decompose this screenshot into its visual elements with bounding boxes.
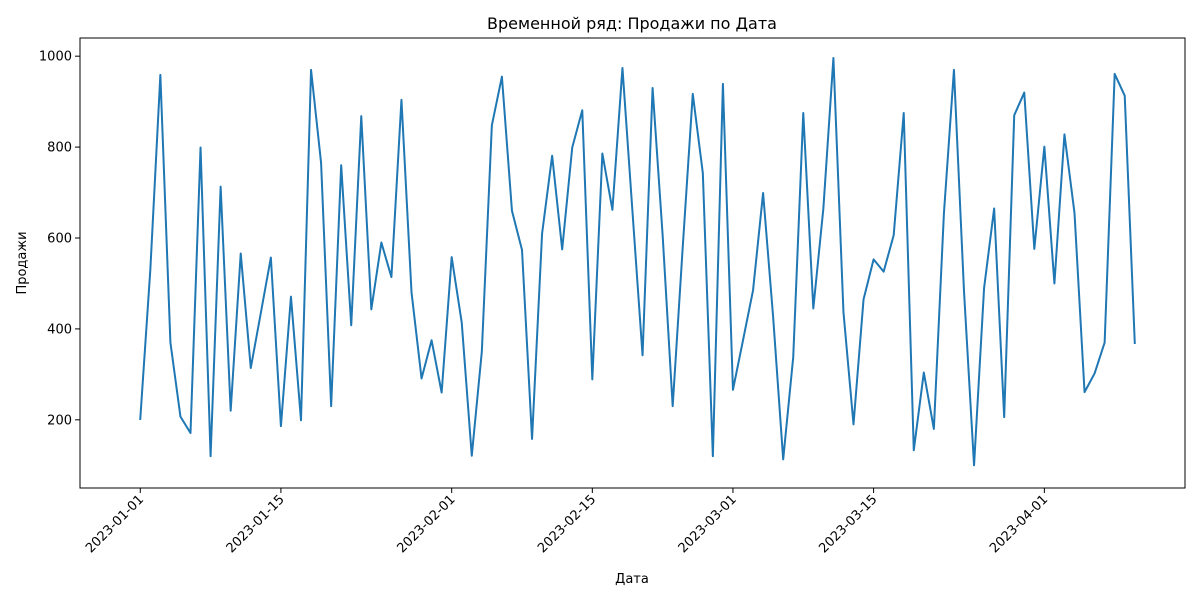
y-tick-label: 400 (47, 322, 72, 337)
x-axis-label: Дата (615, 572, 649, 587)
y-axis-ticks: 200 400 600 800 1000 (39, 50, 80, 428)
plot-frame (79, 37, 1186, 489)
y-tick-label: 800 (47, 141, 72, 156)
y-tick-label: 1000 (39, 50, 72, 65)
plot-area (79, 37, 1186, 489)
y-tick-label: 200 (47, 413, 72, 428)
y-axis-label: Продажи (15, 231, 30, 294)
chart-title: Временной ряд: Продажи по Дата (487, 14, 777, 33)
y-tick-label: 600 (47, 232, 72, 247)
series-line-0 (139, 57, 1136, 467)
